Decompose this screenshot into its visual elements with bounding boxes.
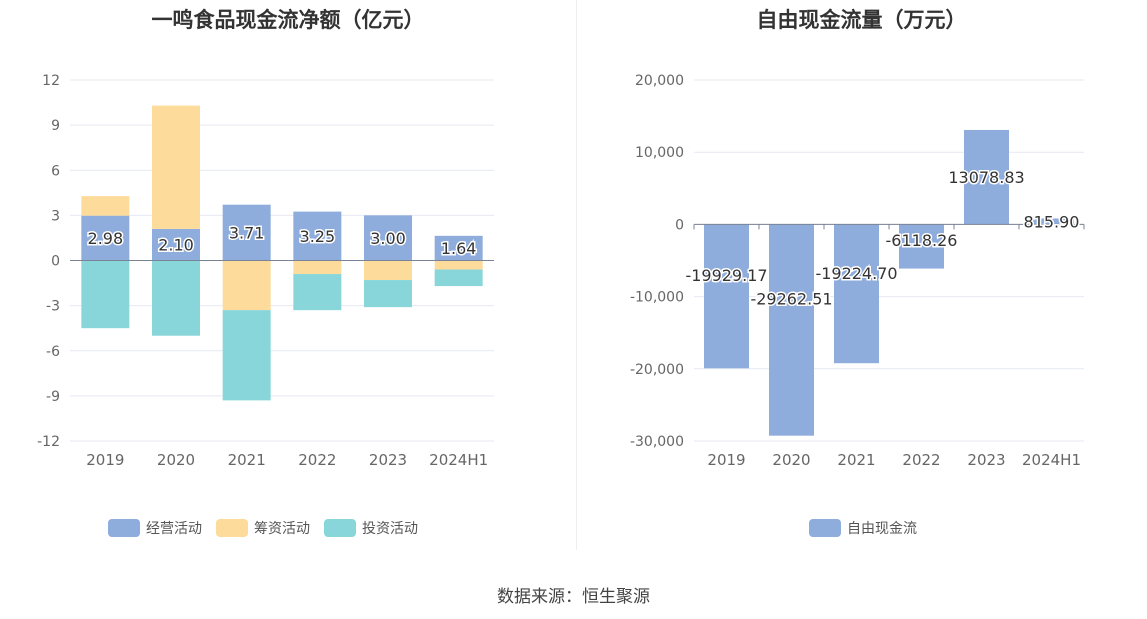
bar-investing: [293, 274, 342, 311]
data-label: -19929.17: [685, 266, 767, 285]
y-tick-label: 20,000: [635, 73, 684, 89]
data-label: -29262.51: [750, 289, 832, 308]
data-label: 3.25: [300, 227, 336, 246]
x-tick-label: 2024H1: [429, 451, 488, 469]
left-chart-title: 一鸣食品现金流净额（亿元）: [151, 8, 425, 32]
x-tick-label: 2023: [369, 451, 407, 469]
bar-operating: [364, 215, 412, 261]
bar-operating: [293, 211, 342, 261]
y-tick-label: 12: [42, 73, 60, 89]
bar-fcf: [704, 224, 749, 369]
x-tick-label: 2021: [837, 451, 875, 469]
bar-operating: [152, 228, 200, 261]
legend-label-financing: 筹资活动: [254, 521, 310, 537]
y-tick-label: -9: [46, 389, 60, 405]
y-tick-label: 0: [675, 217, 684, 233]
data-label: 2.10: [158, 236, 194, 255]
bar-fcf: [1029, 218, 1074, 225]
bar-financing: [293, 260, 342, 275]
data-label: 815.90: [1024, 212, 1080, 231]
bar-financing: [152, 105, 200, 229]
x-tick-label: 2023: [967, 451, 1005, 469]
bar-operating: [222, 204, 271, 261]
bar-fcf: [964, 129, 1009, 225]
bar-financing: [222, 260, 271, 311]
bar-investing: [81, 260, 130, 329]
legend-swatch-operating: [108, 519, 140, 537]
legend-label-investing: 投资活动: [362, 521, 418, 537]
bar-investing: [152, 260, 200, 336]
y-tick-label: 6: [51, 163, 60, 179]
chart-divider: [576, 0, 577, 550]
y-tick-label: 10,000: [635, 145, 684, 161]
data-source: 数据来源：恒生聚源: [497, 587, 650, 607]
left-legend: 经营活动 筹资活动 投资活动: [108, 518, 418, 538]
x-tick-label: 2022: [298, 451, 336, 469]
bar-operating: [434, 235, 483, 261]
y-tick-label: 3: [51, 208, 60, 224]
x-tick-label: 2024H1: [1022, 451, 1081, 469]
y-tick-label: -6: [46, 344, 60, 360]
data-label: 2.98: [88, 229, 124, 248]
bar-fcf: [769, 224, 814, 436]
y-tick-label: -12: [37, 434, 60, 450]
x-tick-label: 2019: [86, 451, 124, 469]
legend-swatch-fcf: [809, 519, 841, 537]
legend-swatch-investing: [324, 519, 356, 537]
data-label: 1.64: [441, 239, 477, 258]
bar-fcf: [834, 224, 879, 364]
bar-investing: [364, 280, 412, 308]
legend-item-fcf[interactable]: 自由现金流: [809, 518, 917, 538]
y-tick-label: 9: [51, 118, 60, 134]
x-tick-label: 2022: [902, 451, 940, 469]
bar-financing: [434, 260, 483, 270]
right-legend: 自由现金流: [809, 518, 917, 538]
y-tick-label: -10,000: [630, 290, 684, 306]
legend-item-operating[interactable]: 经营活动: [108, 518, 202, 538]
y-tick-label: -20,000: [630, 362, 684, 378]
x-tick-label: 2021: [228, 451, 266, 469]
x-tick-label: 2020: [772, 451, 810, 469]
legend-item-financing[interactable]: 筹资活动: [216, 518, 310, 538]
bar-investing: [222, 310, 271, 401]
right-chart-title: 自由现金流量（万元）: [756, 8, 967, 32]
data-label: 13078.83: [948, 168, 1024, 187]
data-label: -19224.70: [815, 264, 897, 283]
data-label: 3.00: [370, 229, 406, 248]
data-label: 3.71: [229, 224, 265, 243]
bar-investing: [434, 269, 483, 287]
y-tick-label: 0: [51, 254, 60, 270]
y-tick-label: -30,000: [630, 434, 684, 450]
legend-swatch-financing: [216, 519, 248, 537]
bar-operating: [81, 215, 130, 261]
bar-financing: [364, 260, 412, 281]
x-tick-label: 2019: [707, 451, 745, 469]
y-tick-label: -3: [46, 299, 60, 315]
legend-label-fcf: 自由现金流: [847, 521, 917, 537]
x-tick-label: 2020: [157, 451, 195, 469]
legend-item-investing[interactable]: 投资活动: [324, 518, 418, 538]
bar-fcf: [899, 224, 944, 269]
legend-label-operating: 经营活动: [146, 521, 202, 537]
data-label: -6118.26: [886, 231, 958, 250]
bar-financing: [81, 196, 130, 216]
